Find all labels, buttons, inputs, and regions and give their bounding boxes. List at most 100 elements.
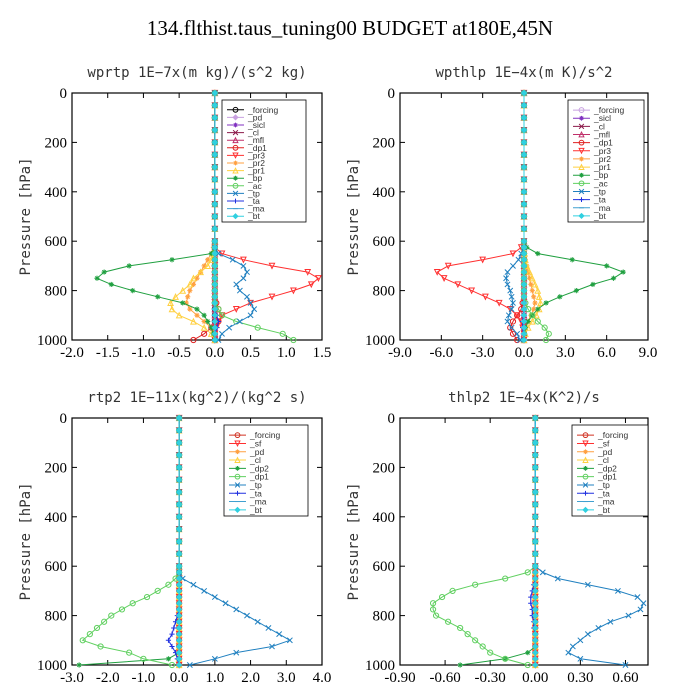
- data-point: [290, 287, 297, 295]
- data-point: [482, 293, 489, 301]
- data-point: [604, 263, 610, 269]
- data-point: [211, 114, 219, 122]
- data-point: [211, 213, 219, 220]
- legend-entry: _pr2: [247, 158, 265, 168]
- legend-marker: [582, 506, 589, 513]
- data-point: [640, 600, 647, 607]
- series_dp2: [457, 415, 538, 668]
- x-tick-label: 4.0: [313, 670, 332, 686]
- legend-marker: [235, 465, 240, 471]
- legend-entry: _sf: [597, 438, 610, 448]
- data-point: [520, 250, 528, 257]
- data-point: [175, 661, 183, 669]
- data-point: [520, 318, 528, 325]
- data-point: [542, 336, 550, 344]
- x-tick-label: 0.0: [515, 345, 534, 361]
- data-point: [194, 275, 200, 281]
- y-tick-label: 400: [45, 185, 68, 201]
- data-point: [509, 318, 517, 325]
- data-point: [529, 288, 535, 294]
- legend: _forcing_pd_sicl_cl_mfl_dp1_pr3_pr2_pr1_…: [221, 99, 307, 223]
- legend-marker: [583, 490, 588, 496]
- data-point: [531, 655, 539, 663]
- data-point: [215, 337, 222, 343]
- data-point: [290, 336, 297, 344]
- data-point: [86, 631, 93, 638]
- data-point: [514, 330, 521, 337]
- data-point: [186, 662, 193, 668]
- data-point: [165, 581, 172, 588]
- data-point: [532, 300, 538, 306]
- data-point: [175, 649, 183, 656]
- data-point: [531, 280, 539, 288]
- data-point: [438, 593, 446, 601]
- data-point: [211, 311, 219, 319]
- data-point: [101, 618, 108, 625]
- data-point: [520, 262, 528, 270]
- data-point: [534, 318, 541, 325]
- legend-marker: [232, 167, 239, 174]
- series_bt: [520, 89, 528, 344]
- data-point: [531, 294, 537, 300]
- series-line: [460, 418, 536, 666]
- data-point: [108, 612, 115, 619]
- data-point: [569, 257, 575, 263]
- data-point: [190, 274, 197, 282]
- data-point: [464, 631, 471, 638]
- legend-marker: [233, 175, 238, 181]
- data-point: [509, 330, 517, 337]
- y-tick-label: 0: [60, 86, 68, 102]
- y-axis-label: Pressure [hPa]: [18, 157, 34, 275]
- data-point: [247, 312, 254, 319]
- data-point: [520, 305, 528, 313]
- data-point: [126, 263, 132, 269]
- data-point: [175, 618, 183, 626]
- data-point: [211, 305, 219, 313]
- data-point: [495, 299, 503, 307]
- legend-entry: _ac: [247, 181, 262, 191]
- legend-entry: _pd: [247, 112, 262, 122]
- legend-marker: [578, 123, 585, 130]
- data-point: [520, 281, 528, 288]
- data-point: [595, 624, 602, 631]
- series-line: [436, 93, 525, 340]
- data-point: [244, 269, 250, 276]
- legend-marker: [578, 139, 585, 146]
- data-point: [520, 188, 528, 196]
- data-point: [175, 476, 183, 484]
- data-point: [169, 257, 175, 263]
- legend-marker: [578, 180, 585, 187]
- x-tick-label: 0.00: [522, 670, 548, 686]
- legend: _forcing_sicl_cl_mfl_dp1_pr3_pr2_pr1_bp_…: [567, 99, 645, 223]
- data-point: [535, 293, 543, 300]
- x-tick-label: 9.0: [639, 345, 658, 361]
- legend-entry: _bt: [247, 211, 260, 221]
- legend-entry: _bt: [593, 211, 606, 221]
- data-point: [211, 324, 219, 331]
- data-point: [175, 513, 183, 521]
- y-axis-label: Pressure [hPa]: [346, 157, 362, 275]
- data-point: [175, 451, 183, 459]
- data-point: [429, 600, 437, 607]
- data-point: [175, 599, 183, 607]
- series_dp1: [429, 414, 539, 669]
- data-point: [175, 550, 183, 558]
- data-point: [232, 306, 240, 313]
- legend-entry: _pd: [597, 447, 612, 457]
- data-point: [211, 163, 219, 171]
- data-point: [190, 317, 197, 325]
- data-point: [175, 630, 183, 638]
- data-point: [201, 330, 208, 337]
- data-point: [205, 257, 211, 263]
- data-point: [175, 575, 183, 582]
- legend-entry: _pr2: [593, 154, 611, 164]
- data-point: [520, 176, 528, 183]
- series_bt: [531, 414, 539, 669]
- data-point: [211, 594, 218, 601]
- data-point: [520, 213, 528, 220]
- data-point: [194, 312, 200, 318]
- data-point: [233, 281, 240, 288]
- data-point: [531, 427, 539, 434]
- data-point: [211, 287, 219, 294]
- legend-marker: [232, 213, 239, 220]
